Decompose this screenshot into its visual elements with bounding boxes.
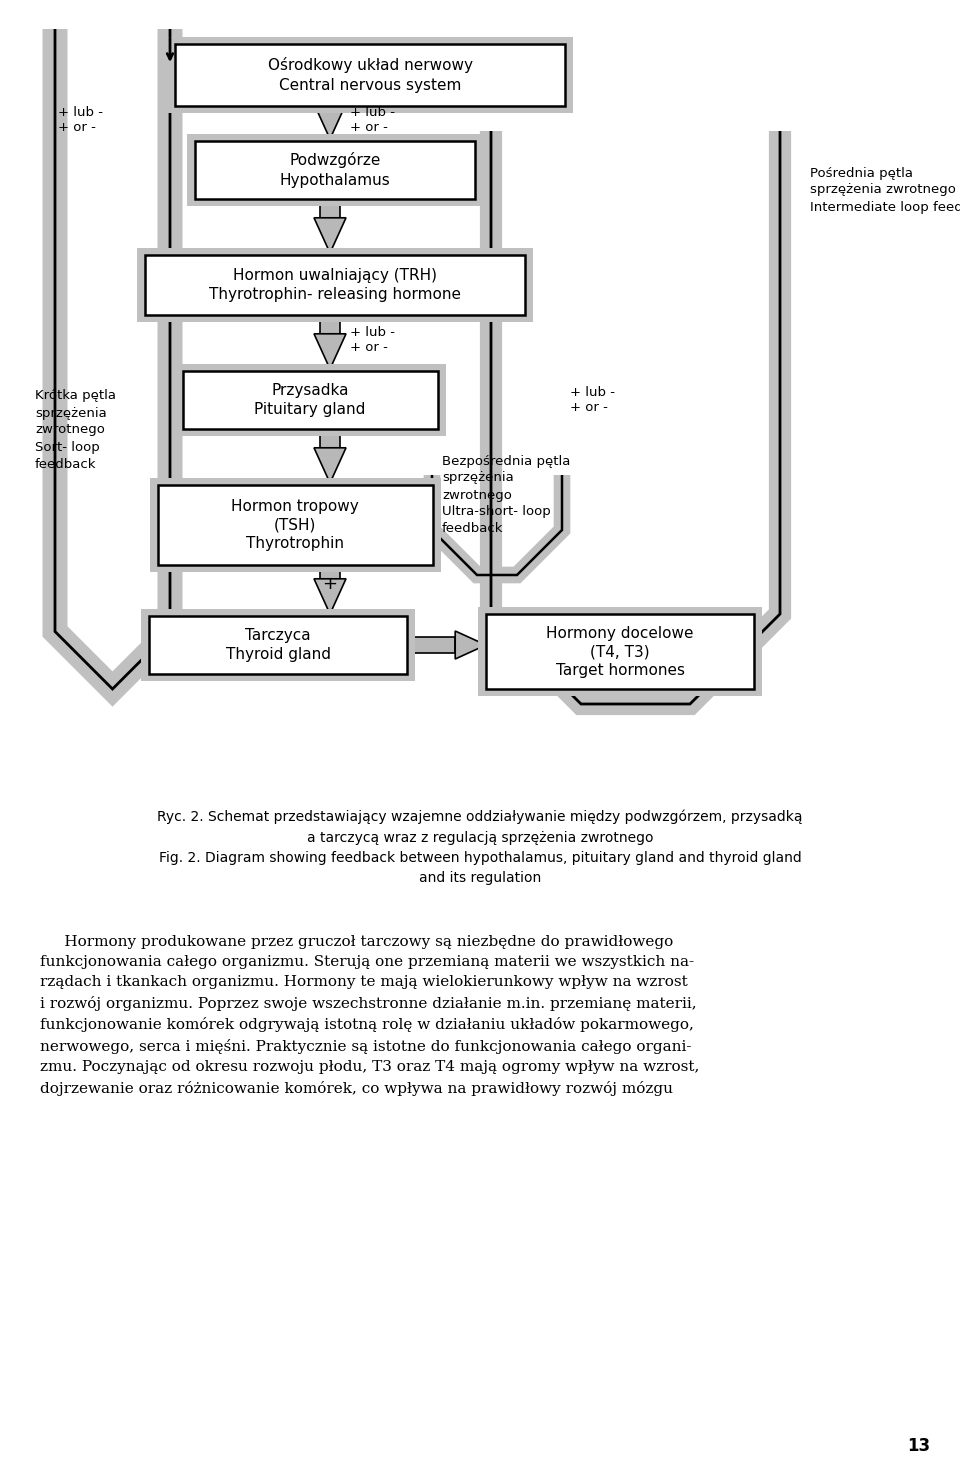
- Text: Tarczyca
Thyroid gland: Tarczyca Thyroid gland: [226, 628, 330, 662]
- Polygon shape: [455, 630, 486, 659]
- Text: Ośrodkowy układ nerwowy
Central nervous system: Ośrodkowy układ nerwowy Central nervous …: [268, 58, 472, 93]
- Bar: [175, 364, 446, 437]
- Bar: [149, 616, 407, 673]
- Polygon shape: [321, 315, 340, 334]
- Polygon shape: [321, 429, 340, 448]
- Polygon shape: [314, 334, 346, 369]
- Text: +: +: [323, 576, 338, 593]
- Text: Hormon tropowy
(TSH)
Thyrotrophin: Hormon tropowy (TSH) Thyrotrophin: [231, 499, 359, 551]
- Polygon shape: [321, 104, 340, 107]
- Text: Ryc. 2. Schemat przedstawiający wzajemne oddziaływanie między podwzgórzem, przys: Ryc. 2. Schemat przedstawiający wzajemne…: [157, 810, 803, 885]
- Polygon shape: [314, 448, 346, 482]
- Bar: [478, 607, 762, 696]
- Text: Bezpośrednia pętla
sprzężenia
zwrotnego
Ultra-short- loop
feedback: Bezpośrednia pętla sprzężenia zwrotnego …: [442, 454, 570, 536]
- Text: 13: 13: [907, 1437, 930, 1455]
- Bar: [150, 478, 441, 571]
- Polygon shape: [321, 198, 340, 218]
- Bar: [187, 135, 483, 206]
- Bar: [175, 44, 565, 107]
- Bar: [145, 255, 525, 315]
- Text: Pośrednia pętla
sprzężenia zwrotnego
Intermediate loop feedback: Pośrednia pętla sprzężenia zwrotnego Int…: [810, 166, 960, 213]
- Bar: [195, 141, 475, 198]
- Bar: [486, 614, 754, 690]
- Bar: [183, 371, 438, 429]
- Text: + lub -
+ or -: + lub - + or -: [570, 386, 615, 414]
- Polygon shape: [314, 218, 346, 253]
- Bar: [158, 485, 433, 565]
- Text: + lub -
+ or -: + lub - + or -: [350, 326, 395, 354]
- Bar: [167, 37, 573, 112]
- Text: Przysadka
Pituitary gland: Przysadka Pituitary gland: [254, 383, 366, 417]
- Text: + lub -
+ or -: + lub - + or -: [58, 107, 103, 135]
- Text: Krótka pętla
sprzężenia
zwrotnego
Sort- loop
feedback: Krótka pętla sprzężenia zwrotnego Sort- …: [35, 389, 116, 471]
- Text: Hormon uwalniający (TRH)
Thyrotrophin- releasing hormone: Hormon uwalniający (TRH) Thyrotrophin- r…: [209, 268, 461, 302]
- Text: Hormony docelowe
(T4, T3)
Target hormones: Hormony docelowe (T4, T3) Target hormone…: [546, 626, 694, 678]
- Text: Hormony produkowane przez gruczoł tarczowy są niezbędne do prawidłowego
funkcjon: Hormony produkowane przez gruczoł tarczo…: [40, 935, 700, 1095]
- Polygon shape: [321, 565, 340, 579]
- Bar: [141, 608, 415, 681]
- Polygon shape: [314, 579, 346, 614]
- Bar: [137, 249, 533, 323]
- Polygon shape: [314, 104, 346, 139]
- Polygon shape: [407, 636, 455, 653]
- Text: + lub -
+ or -: + lub - + or -: [350, 107, 395, 135]
- Text: Podwzgórze
Hypothalamus: Podwzgórze Hypothalamus: [279, 152, 391, 188]
